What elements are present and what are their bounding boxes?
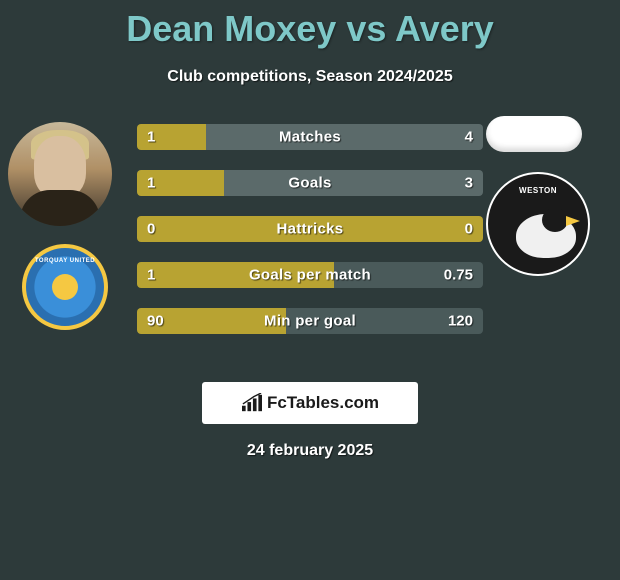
bar-goals-left bbox=[137, 170, 224, 196]
comparison-area: TORQUAY UNITED 1 Matches 4 1 Goals 3 0 H… bbox=[0, 116, 620, 376]
bar-matches-left bbox=[137, 124, 206, 150]
bar-goals: 1 Goals 3 bbox=[137, 170, 483, 196]
bar-mpg-right bbox=[286, 308, 483, 334]
bar-hattricks: 0 Hattricks 0 bbox=[137, 216, 483, 242]
chart-icon bbox=[241, 393, 263, 413]
source-badge: FcTables.com bbox=[202, 382, 418, 424]
player1-column: TORQUAY UNITED bbox=[8, 116, 123, 330]
bar-matches-right bbox=[206, 124, 483, 150]
page-title: Dean Moxey vs Avery bbox=[0, 0, 620, 50]
date-text: 24 february 2025 bbox=[0, 442, 620, 460]
bar-gpm-left bbox=[137, 262, 334, 288]
player2-club-text: WESTON bbox=[488, 186, 588, 195]
bar-gpm-right bbox=[334, 262, 483, 288]
player1-club-text: TORQUAY UNITED bbox=[26, 258, 104, 264]
bar-mpg-left bbox=[137, 308, 286, 334]
player1-club-badge: TORQUAY UNITED bbox=[22, 244, 108, 330]
bar-goals-right bbox=[224, 170, 484, 196]
player1-photo bbox=[8, 122, 112, 226]
stat-bars: 1 Matches 4 1 Goals 3 0 Hattricks 0 1 Go… bbox=[137, 124, 483, 354]
subtitle: Club competitions, Season 2024/2025 bbox=[0, 68, 620, 86]
player2-column: WESTON bbox=[486, 116, 590, 276]
bar-matches: 1 Matches 4 bbox=[137, 124, 483, 150]
source-text: FcTables.com bbox=[267, 393, 379, 413]
bar-mpg: 90 Min per goal 120 bbox=[137, 308, 483, 334]
bar-hattricks-right bbox=[137, 216, 483, 242]
bar-gpm: 1 Goals per match 0.75 bbox=[137, 262, 483, 288]
player2-photo-placeholder bbox=[486, 116, 582, 152]
player2-club-badge: WESTON bbox=[486, 172, 590, 276]
